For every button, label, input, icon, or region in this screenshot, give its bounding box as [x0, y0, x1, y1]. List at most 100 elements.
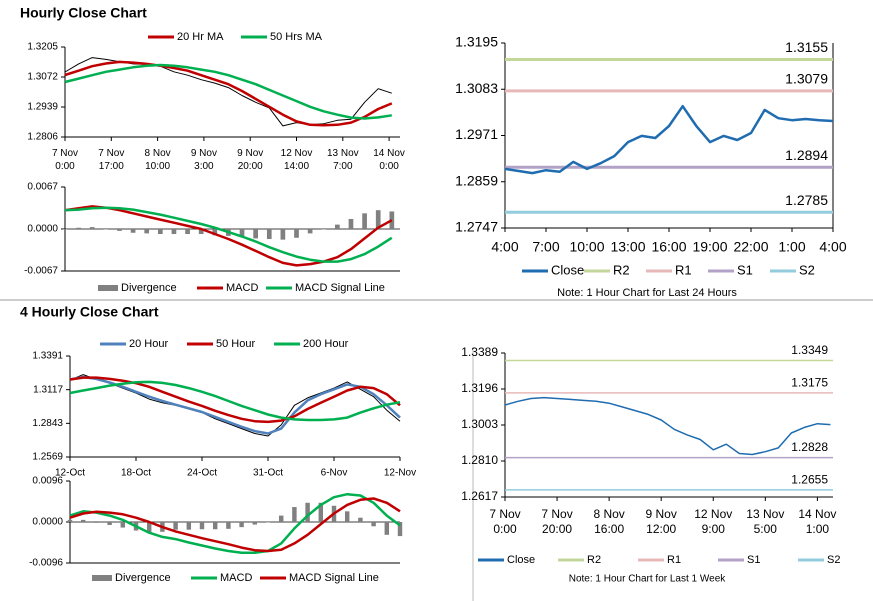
divergence-bar: [265, 522, 271, 523]
divergence-bar: [294, 229, 299, 238]
legend-label: S1: [747, 554, 760, 566]
x-tick-label: 10:00: [569, 239, 604, 255]
y-tick-label: 1.3003: [461, 417, 498, 431]
divergence-bar: [358, 517, 363, 522]
divergence-bar: [335, 224, 340, 229]
x-tick-label: 16:00: [651, 239, 686, 255]
x-tick-label: 12-Oct: [55, 468, 85, 479]
divergence-bar: [292, 507, 297, 522]
legend-label: S2: [799, 262, 815, 277]
divergence-bar: [76, 227, 81, 229]
divergence-bar: [239, 522, 244, 528]
legend-label: Divergence: [121, 282, 177, 294]
divergence-bar: [67, 519, 73, 522]
x-tick-label: 31-Oct: [253, 468, 283, 479]
divergence-bar: [171, 229, 177, 235]
legend-swatch: [92, 575, 112, 581]
divergence-bar: [185, 229, 190, 235]
divergence-bar: [253, 229, 258, 239]
series-line: [64, 206, 393, 263]
y-tick-label: 1.3083: [455, 80, 498, 96]
divergence-bar: [212, 522, 218, 530]
series-line: [69, 492, 401, 555]
x-tick-label: 7 Nov 0:00: [52, 148, 78, 172]
divergence-bar: [80, 519, 86, 522]
y-tick-label: 0.0000: [32, 517, 63, 528]
y-tick-label: 0.0096: [32, 476, 63, 487]
x-tick-label: 9 Nov 3:00: [191, 148, 217, 172]
y-tick-label: 1.3391: [32, 351, 63, 362]
divergence-bar: [305, 502, 310, 522]
divergence-bar: [397, 522, 403, 537]
divergence-bar: [375, 210, 381, 229]
legend-label: MACD Signal Line: [289, 572, 379, 584]
y-tick-label: 1.3205: [27, 42, 58, 53]
divergence-bar: [212, 229, 218, 236]
section-title: 4 Hourly Close Chart: [20, 304, 159, 320]
y-tick-label: 1.2806: [27, 132, 58, 143]
level-label: 1.2785: [785, 192, 828, 208]
y-tick-label: 1.3196: [461, 381, 498, 395]
x-tick-label: 19:00: [692, 239, 727, 255]
divergence-bar: [280, 229, 286, 240]
y-tick-label: 1.3389: [461, 345, 498, 359]
series-line: [64, 60, 393, 127]
legend-label: 20 Hr MA: [177, 31, 224, 43]
divergence-bar: [318, 502, 324, 522]
x-tick-label: 22:00: [733, 239, 768, 255]
x-tick-label: 14 Nov 0:00: [373, 148, 405, 172]
x-tick-label: 8 Nov 10:00: [145, 148, 171, 172]
legend-label: 200 Hour: [303, 338, 349, 350]
x-tick-label: 24-Oct: [187, 468, 217, 479]
x-tick-label: 4:00: [819, 239, 846, 255]
legend-label: MACD: [220, 572, 252, 584]
y-tick-label: 1.3195: [455, 34, 498, 50]
divergence-bar: [94, 522, 99, 523]
y-tick-label: 1.2859: [455, 172, 498, 188]
divergence-bar: [89, 227, 95, 229]
y-tick-label: 1.2939: [27, 102, 58, 113]
legend-label: R2: [613, 262, 630, 277]
y-tick-label: 0.0067: [27, 182, 58, 193]
divergence-bar: [321, 229, 327, 230]
divergence-bar: [117, 229, 122, 231]
y-tick-label: 1.2971: [455, 126, 498, 142]
divergence-bar: [239, 229, 245, 238]
x-tick-label: 13 Nov 5:00: [746, 507, 784, 536]
divergence-bar: [103, 229, 109, 230]
x-tick-label: 8 Nov 16:00: [593, 507, 624, 536]
x-tick-label: 13:00: [610, 239, 645, 255]
legend-label: Divergence: [115, 572, 171, 584]
divergence-bar: [344, 511, 350, 522]
legend-swatch: [98, 285, 118, 291]
level-label: 1.2828: [791, 440, 828, 454]
y-tick-label: 1.3072: [27, 72, 58, 83]
level-label: 1.3175: [791, 375, 828, 389]
divergence-bar: [107, 522, 112, 525]
divergence-bar: [62, 229, 68, 230]
x-tick-label: 7 Nov 17:00: [98, 148, 124, 172]
y-tick-label: 0.0000: [27, 224, 58, 235]
legend-label: Close: [551, 262, 584, 277]
legend-label: 50 Hour: [216, 338, 255, 350]
legend-label: 50 Hrs MA: [270, 31, 323, 43]
chart-note: Note: 1 Hour Chart for Last 1 Week: [569, 574, 727, 585]
divergence-bar: [146, 522, 152, 533]
divergence-bar: [266, 229, 272, 240]
level-label: 1.2894: [785, 147, 828, 163]
divergence-bar: [198, 229, 204, 235]
divergence-bar: [130, 229, 136, 233]
x-tick-label: 9 Nov 12:00: [646, 507, 677, 536]
x-tick-label: 12 Nov 9:00: [694, 507, 732, 536]
divergence-bar: [307, 229, 313, 234]
level-label: 1.3155: [785, 39, 828, 55]
x-tick-label: 1:00: [778, 239, 805, 255]
x-tick-label: 7:00: [532, 239, 559, 255]
divergence-bar: [348, 218, 354, 229]
divergence-bar: [173, 522, 178, 530]
divergence-bar: [362, 213, 367, 229]
legend-label: R2: [587, 554, 601, 566]
section-title: Hourly Close Chart: [20, 5, 147, 21]
divergence-bar: [186, 522, 192, 530]
x-tick-label: 4:00: [491, 239, 518, 255]
